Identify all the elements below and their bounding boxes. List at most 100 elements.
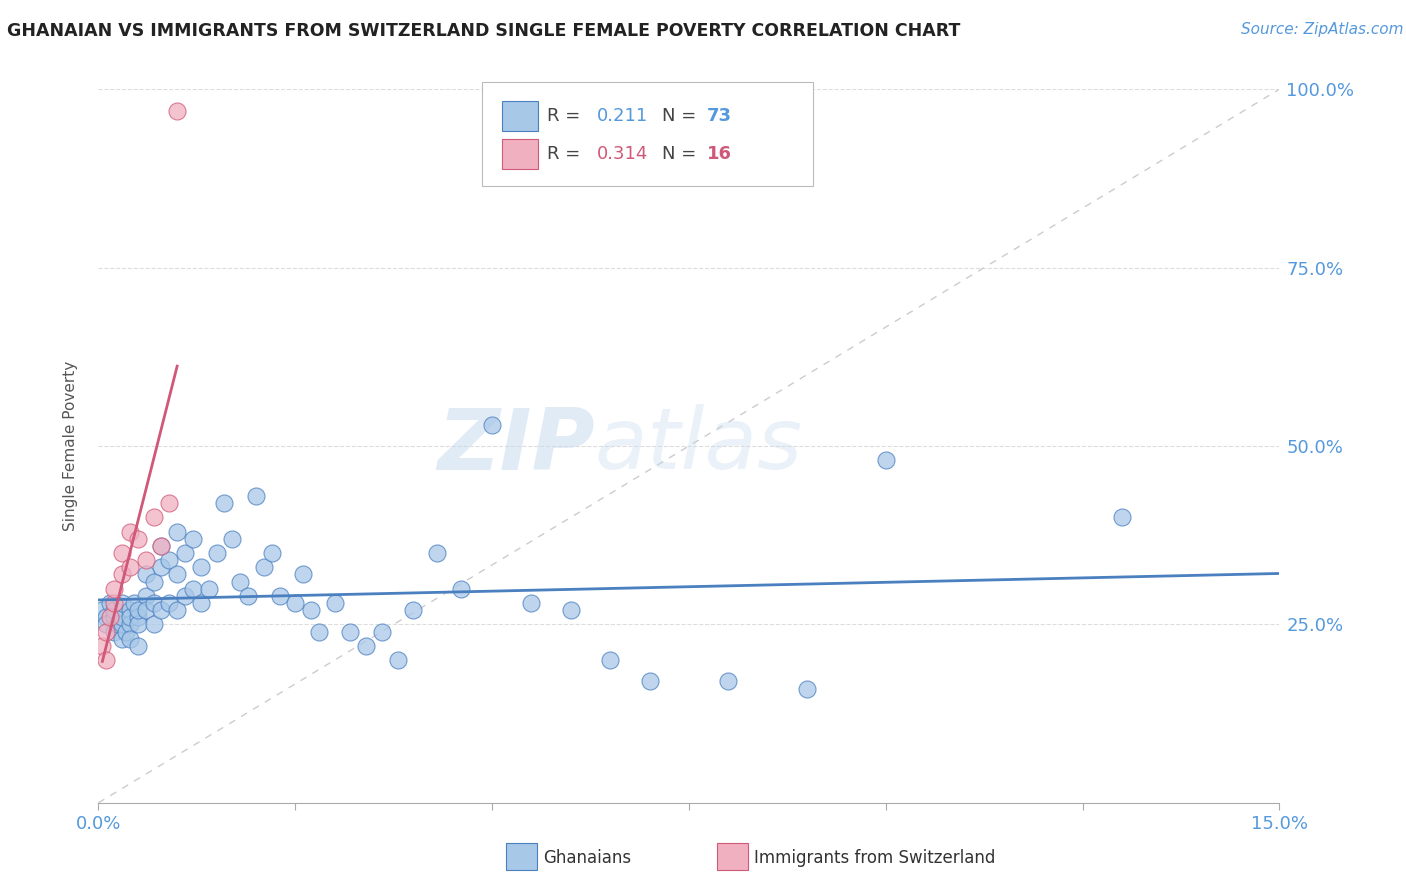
- Point: [135, 603, 157, 617]
- Point: [142, 596, 165, 610]
- Point: [135, 553, 157, 567]
- Text: R =: R =: [547, 107, 586, 125]
- Point: [450, 582, 472, 596]
- Point: [127, 532, 149, 546]
- Point: [111, 617, 134, 632]
- Point: [142, 510, 165, 524]
- Point: [98, 596, 121, 610]
- Point: [150, 560, 173, 574]
- Point: [135, 589, 157, 603]
- Point: [269, 589, 291, 603]
- Point: [166, 567, 188, 582]
- Point: [481, 417, 503, 432]
- Point: [253, 560, 276, 574]
- Point: [96, 624, 118, 639]
- Text: Source: ZipAtlas.com: Source: ZipAtlas.com: [1240, 22, 1403, 37]
- Point: [166, 524, 188, 539]
- Point: [638, 674, 661, 689]
- Point: [127, 603, 149, 617]
- Point: [560, 603, 582, 617]
- Text: 0.314: 0.314: [596, 145, 648, 163]
- Point: [520, 596, 543, 610]
- Point: [111, 632, 134, 646]
- Point: [426, 546, 449, 560]
- Point: [387, 653, 409, 667]
- Text: N =: N =: [662, 107, 702, 125]
- Point: [150, 539, 173, 553]
- Text: atlas: atlas: [595, 404, 803, 488]
- Point: [96, 610, 118, 624]
- Point: [181, 532, 204, 546]
- Point: [135, 567, 157, 582]
- Text: 73: 73: [707, 107, 731, 125]
- Point: [122, 596, 145, 610]
- Point: [96, 653, 118, 667]
- Point: [157, 496, 180, 510]
- Point: [111, 596, 134, 610]
- Point: [107, 617, 129, 632]
- Point: [166, 103, 188, 118]
- Point: [127, 617, 149, 632]
- Point: [402, 603, 425, 617]
- Point: [354, 639, 377, 653]
- Point: [103, 582, 125, 596]
- Point: [260, 546, 283, 560]
- Point: [150, 603, 173, 617]
- Point: [118, 632, 141, 646]
- Point: [229, 574, 252, 589]
- Point: [292, 567, 315, 582]
- Point: [96, 617, 118, 632]
- Bar: [502, 101, 537, 130]
- Point: [118, 617, 141, 632]
- Point: [197, 582, 219, 596]
- Point: [284, 596, 307, 610]
- Point: [323, 596, 346, 610]
- Point: [111, 567, 134, 582]
- Point: [91, 603, 114, 617]
- Point: [339, 624, 361, 639]
- Text: 0.211: 0.211: [596, 107, 648, 125]
- Point: [103, 596, 125, 610]
- Point: [299, 603, 322, 617]
- Point: [98, 610, 121, 624]
- Point: [174, 589, 197, 603]
- Point: [166, 603, 188, 617]
- Point: [245, 489, 267, 503]
- Point: [796, 681, 818, 696]
- Text: Ghanaians: Ghanaians: [543, 849, 631, 867]
- Point: [221, 532, 243, 546]
- Point: [214, 496, 236, 510]
- Bar: [502, 139, 537, 169]
- Point: [371, 624, 394, 639]
- Point: [236, 589, 259, 603]
- Point: [150, 539, 173, 553]
- Point: [115, 624, 138, 639]
- Y-axis label: Single Female Poverty: Single Female Poverty: [63, 361, 77, 531]
- Point: [103, 603, 125, 617]
- Point: [157, 553, 180, 567]
- Point: [111, 546, 134, 560]
- Point: [1111, 510, 1133, 524]
- Point: [190, 560, 212, 574]
- Text: GHANAIAN VS IMMIGRANTS FROM SWITZERLAND SINGLE FEMALE POVERTY CORRELATION CHART: GHANAIAN VS IMMIGRANTS FROM SWITZERLAND …: [7, 22, 960, 40]
- Point: [142, 617, 165, 632]
- Point: [103, 610, 125, 624]
- Point: [205, 546, 228, 560]
- Point: [127, 610, 149, 624]
- Text: R =: R =: [547, 145, 586, 163]
- Point: [190, 596, 212, 610]
- Point: [103, 624, 125, 639]
- Point: [111, 610, 134, 624]
- Point: [174, 546, 197, 560]
- Point: [118, 610, 141, 624]
- Point: [118, 603, 141, 617]
- Point: [127, 639, 149, 653]
- Point: [308, 624, 330, 639]
- Point: [875, 453, 897, 467]
- Text: Immigrants from Switzerland: Immigrants from Switzerland: [754, 849, 995, 867]
- Point: [181, 582, 204, 596]
- Point: [118, 524, 141, 539]
- Point: [91, 639, 114, 653]
- Point: [717, 674, 740, 689]
- FancyBboxPatch shape: [482, 82, 813, 186]
